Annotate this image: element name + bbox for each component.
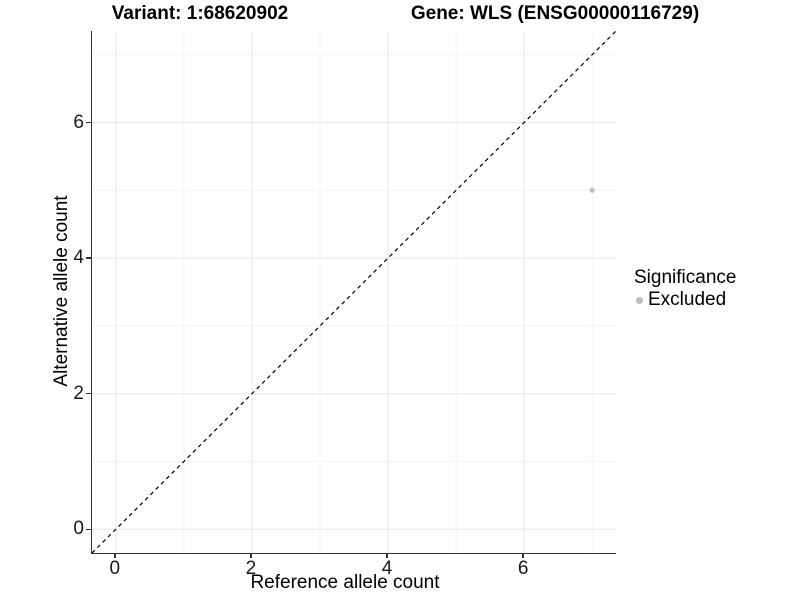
plot-area-svg (92, 31, 616, 553)
plot-panel (91, 31, 616, 554)
legend-item: Excluded (634, 289, 736, 311)
y-tick-mark (86, 528, 91, 531)
x-tick-label: 2 (245, 558, 257, 579)
data-point (589, 187, 595, 193)
variant-title: Variant: 1:68620902 (111, 3, 289, 24)
x-tick-mark (114, 553, 116, 558)
identity-line (92, 31, 616, 553)
y-tick-mark (86, 392, 91, 395)
gene-title: Gene: WLS (ENSG00000116729) (410, 3, 700, 24)
x-axis-title: Reference allele count (250, 572, 440, 593)
y-tick-label: 0 (73, 518, 84, 540)
legend-item-label: Excluded (648, 289, 727, 310)
x-tick-mark (250, 553, 252, 558)
y-tick-mark (86, 257, 91, 259)
y-tick-label: 6 (73, 111, 84, 133)
y-tick-mark (86, 121, 91, 124)
legend-title: Significance (634, 267, 737, 288)
y-axis-title: Alternative allele count (51, 195, 72, 387)
x-tick-mark (386, 553, 388, 558)
legend-key-dot-icon (636, 296, 643, 304)
legend-items: Excluded (634, 289, 736, 311)
legend: Significance Excluded (634, 267, 736, 311)
x-tick-label: 4 (381, 558, 393, 579)
x-tick-label: 0 (109, 558, 121, 579)
y-tick-label: 4 (73, 247, 84, 269)
y-tick-label: 2 (73, 382, 84, 404)
x-tick-label: 6 (517, 558, 529, 579)
x-tick-mark (522, 553, 524, 558)
